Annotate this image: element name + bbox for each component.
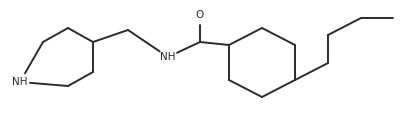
Text: NH: NH	[160, 52, 176, 62]
Text: O: O	[196, 10, 204, 20]
Text: NH: NH	[12, 77, 28, 87]
